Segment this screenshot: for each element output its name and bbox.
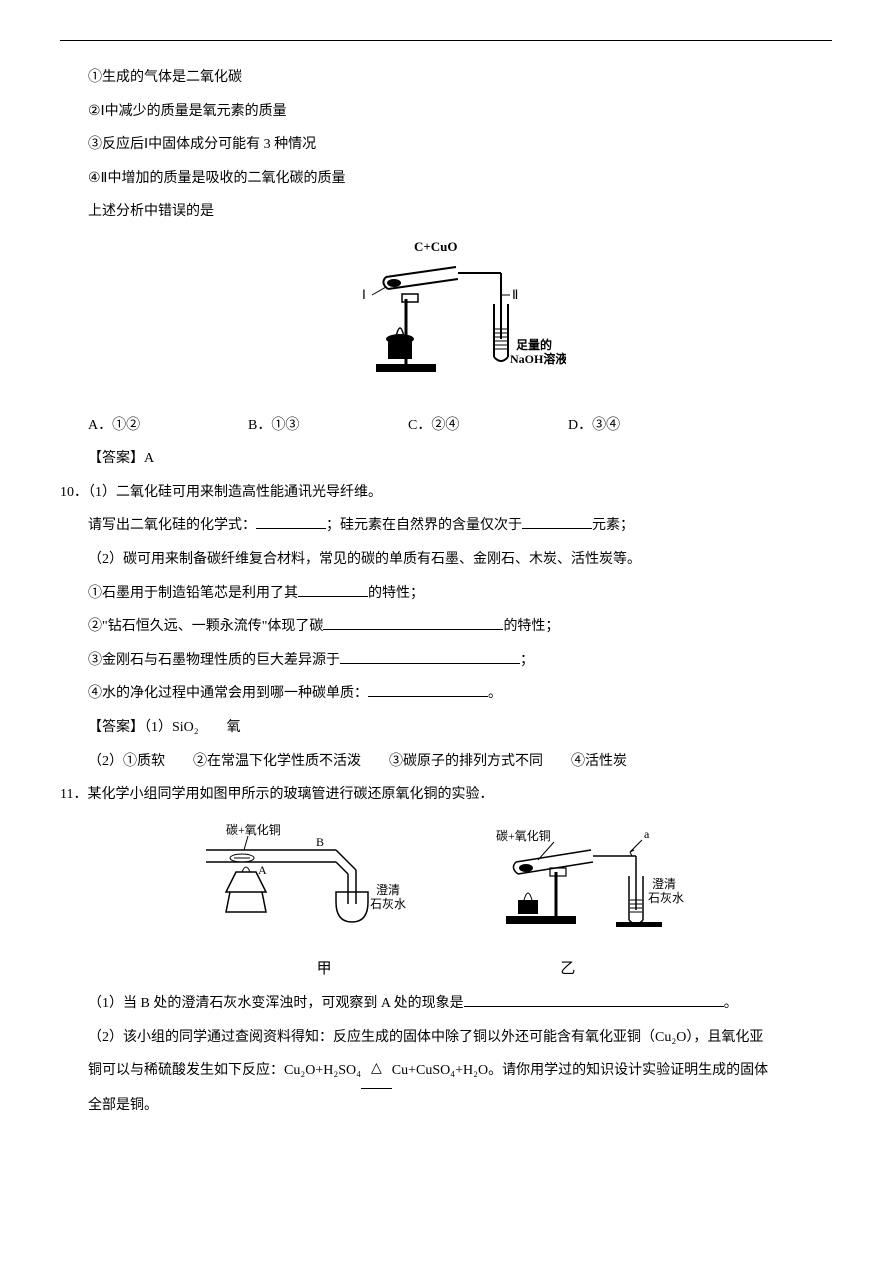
q11-cap1: 甲 (204, 951, 444, 987)
q10-part1: 10．（1）二氧化硅可用来制造高性能通讯光导纤维。 (60, 476, 832, 510)
q11-fig1-label2: 澄清 (376, 882, 400, 897)
q10-num: 10． (60, 485, 88, 500)
q9-stmt-2: ②Ⅰ中减少的质量是氧元素的质量 (60, 95, 832, 129)
q10-part1-line2: 请写出二氧化硅的化学式：；硅元素在自然界的含量仅次于元素； (60, 509, 832, 543)
q11-p2d: 全部是铜。 (60, 1089, 832, 1123)
q11-fig-yi: 碳+氧化铜 a (466, 822, 706, 946)
q11-fig2-label1: 碳+氧化铜 (496, 828, 551, 843)
q10-s2: ②"钻石恒久远、一颗永流传"体现了碳的特性； (60, 610, 832, 644)
q9-fig-label-ii: Ⅱ (512, 287, 518, 302)
q9-opt-c: C．②④ (408, 409, 568, 443)
q9-answer: 【答案】A (60, 442, 832, 476)
q9-options: A．①② B．①③ C．②④ D．③④ (60, 409, 832, 443)
blank (256, 514, 326, 529)
q9-fig-label-top: C+CuO (414, 239, 458, 254)
q10-ans1: 【答案】（1）SiO₂ 氧 (60, 711, 832, 745)
q11-fig2-a: a (644, 827, 650, 841)
q11-num: 11． (60, 787, 87, 802)
q10-ans2: （2）①质软 ②在常温下化学性质不活泼 ③碳原子的排列方式不同 ④活性炭 (60, 745, 832, 779)
q11-fig1-b: B (316, 835, 324, 849)
q11-captions: 甲 乙 (60, 951, 832, 987)
q10-s1: ①石墨用于制造铅笔芯是利用了其的特性； (60, 577, 832, 611)
reaction-condition: △ (361, 1054, 392, 1089)
q11-fig1-label3: 石灰水 (370, 897, 406, 911)
q11-p1: （1）当 B 处的澄清石灰水变浑浊时，可观察到 A 处的现象是。 (60, 987, 832, 1021)
q11-intro: 11．某化学小组同学用如图甲所示的玻璃管进行碳还原氧化铜的实验． (60, 778, 832, 812)
q11-fig-jia: 碳+氧化铜 A B 澄清 石灰水 (186, 822, 426, 946)
q10-s4: ④水的净化过程中通常会用到哪一种碳单质：。 (60, 677, 832, 711)
blank (340, 649, 520, 664)
blank (368, 682, 488, 697)
q9-prompt: 上述分析中错误的是 (60, 195, 832, 229)
q11-fig2-label3: 石灰水 (648, 891, 684, 905)
blank (298, 582, 368, 597)
blank (323, 615, 503, 630)
q9-stmt-4: ④Ⅱ中增加的质量是吸收的二氧化碳的质量 (60, 162, 832, 196)
q10-part2: （2）碳可用来制备碳纤维复合材料，常见的碳的单质有石墨、金刚石、木炭、活性炭等。 (60, 543, 832, 577)
top-rule (60, 40, 832, 41)
q10-s3: ③金刚石与石墨物理性质的巨大差异源于； (60, 644, 832, 678)
blank (522, 514, 592, 529)
q9-stmt-3: ③反应后Ⅰ中固体成分可能有 3 种情况 (60, 128, 832, 162)
q9-fig-label-i: Ⅰ (362, 287, 366, 302)
q9-opt-a: A．①② (88, 409, 248, 443)
q11-p2a: （2）该小组的同学通过查阅资料得知：反应生成的固体中除了铜以外还可能含有氧化亚铜… (60, 1021, 832, 1055)
q11-fig1-label1: 碳+氧化铜 (226, 822, 281, 837)
q11-fig2-label2: 澄清 (652, 876, 676, 891)
q11-p2b: 铜可以与稀硫酸发生如下反应：Cu₂O+H₂SO₄△Cu+CuSO₄+H₂O。请你… (60, 1054, 832, 1089)
q11-figures: 碳+氧化铜 A B 澄清 石灰水 碳+氧化铜 (60, 822, 832, 946)
q11-fig1-a: A (258, 863, 267, 877)
q9-opt-d: D．③④ (568, 409, 728, 443)
q11-cap2: 乙 (448, 951, 688, 987)
q9-fig-label-naoh1: 足量的 (516, 337, 552, 352)
blank (464, 992, 724, 1007)
q9-fig-label-naoh2: NaOH溶液 (510, 351, 566, 366)
q9-stmt-1: ①生成的气体是二氧化碳 (60, 61, 832, 95)
q9-figure: C+CuO Ⅰ Ⅱ 足量的 (60, 239, 832, 403)
q9-opt-b: B．①③ (248, 409, 408, 443)
